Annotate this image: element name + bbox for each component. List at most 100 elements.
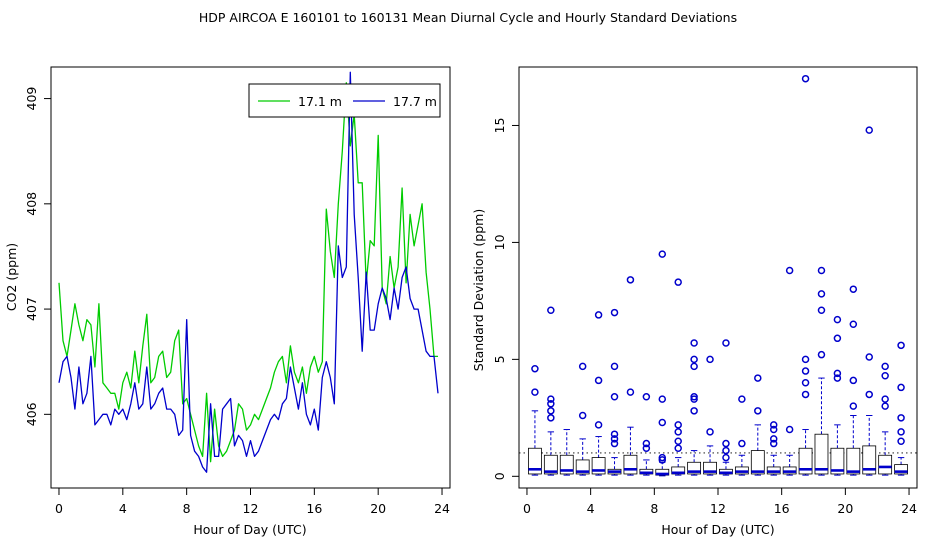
outlier-point [690,355,698,364]
boxplot-hour-22.5 [878,362,893,476]
left-x-tick-label: 16 [306,501,322,516]
series-line-17-7-m [58,71,439,473]
outlier-point [817,290,826,298]
boxplot-hour-23.5 [894,341,908,476]
outlier-point [881,371,889,380]
outlier-point [531,388,539,396]
outlier-point [658,418,667,427]
iqr-box [830,447,845,475]
boxplot-hour-9.5 [671,278,686,476]
outlier-point [801,379,810,387]
boxplot-hour-18.5 [814,266,829,476]
outlier-point [626,388,635,396]
legend-label-17-7m: 17.7 m [393,94,437,109]
left-x-tick-label: 4 [119,501,127,516]
outlier-point [849,402,858,410]
outlier-point [801,355,810,364]
outlier-point [690,407,698,415]
outlier-point [897,383,905,392]
outlier-point [817,266,826,275]
iqr-box [543,454,558,475]
outlier-point [849,285,858,293]
outlier-point [594,311,603,319]
outlier-point [817,350,826,359]
left-x-tick-label: 20 [370,501,386,516]
outlier-point [865,390,873,399]
mean-diurnal-cycle-chart: 0 4 8 12 16 20 24 406 407 408 409 Hour of Day (UT… [4,66,451,537]
boxplot-hour-13.5 [734,395,749,476]
outlier-point [706,355,714,364]
right-x-tick-label: 20 [837,501,853,516]
boxplot-hour-6.5 [623,276,638,476]
outlier-point [785,266,794,275]
iqr-box [894,464,908,475]
left-x-tick-label: 0 [55,501,63,516]
outlier-point [610,393,619,401]
left-y-axis-label: CO2 (ppm) [4,243,19,311]
outlier-point [817,306,826,314]
outlier-point [849,320,858,329]
outlier-point [690,339,698,347]
outlier-point [610,435,619,443]
iqr-box [623,454,638,475]
outlier-point [610,308,619,317]
outlier-point [849,376,858,385]
legend: 17.1 m 17.7 m [248,83,441,118]
outlier-point [722,446,730,455]
outlier-point [722,453,730,462]
boxplot-hour-4.5 [591,311,606,476]
iqr-box [528,447,542,475]
boxplot-hour-10.5 [687,339,702,476]
right-x-axis-label: Hour of Day (UTC) [661,522,774,537]
right-x-tick-label: 12 [710,501,726,516]
outlier-point [801,390,810,399]
outlier-point [610,430,619,438]
outlier-point [674,437,682,445]
boxplot-hour-11.5 [703,355,717,476]
iqr-box [798,447,813,475]
right-x-axis: 0 4 8 12 16 20 24 [523,487,917,516]
legend-label-17-1m: 17.1 m [298,94,342,109]
series-line-17-1-m [58,82,438,463]
outlier-point [769,425,778,434]
outlier-point [738,395,746,403]
boxplot-hour-3.5 [575,362,590,476]
outlier-point [801,74,810,83]
boxplot-hour-19.5 [830,315,845,476]
outlier-point [897,437,905,445]
iqr-box [703,461,717,475]
outlier-point [658,395,667,403]
right-x-tick-label: 16 [774,501,790,516]
iqr-box [878,454,893,475]
boxplot-hour-1.5 [543,306,558,476]
outlier-point [754,407,762,415]
right-y-tick-label: 10 [492,234,507,250]
outlier-point [642,444,651,452]
outlier-point [833,369,842,378]
outlier-point [833,374,842,382]
outlier-point [722,439,730,448]
outlier-point [547,407,555,415]
boxplot-hour-15.5 [766,421,781,476]
outlier-point [722,339,730,347]
outlier-point [658,456,667,464]
right-y-tick-label: 15 [492,118,507,134]
outlier-point [547,306,555,314]
figure-title: HDP AIRCOA E 160101 to 160131 Mean Diurn… [199,10,737,25]
left-y-tick-label: 407 [24,297,39,321]
boxplot-hour-7.5 [639,393,654,476]
outlier-point [690,395,698,403]
outlier-point [642,439,651,448]
outlier-point [897,341,905,350]
boxplot-hour-2.5 [559,429,574,476]
left-x-tick-label: 24 [434,501,450,516]
outlier-point [769,439,778,448]
outlier-point [690,393,698,401]
boxplot-hour-20.5 [846,285,861,476]
outlier-point [785,425,794,434]
iqr-box [687,461,702,475]
right-y-tick-label: 5 [492,355,507,363]
outlier-point [547,395,555,403]
left-x-tick-label: 12 [243,501,259,516]
